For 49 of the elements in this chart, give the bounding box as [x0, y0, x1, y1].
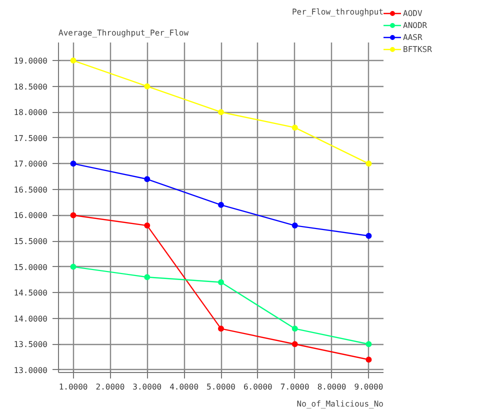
point: [366, 356, 372, 363]
point: [70, 160, 76, 167]
x-tick-label: 5.0000: [206, 382, 236, 392]
legend-label: AASR: [403, 32, 423, 42]
y-tick-label: 13.0000: [14, 366, 48, 375]
y-tick-label: 17.5000: [14, 134, 48, 143]
x-axis-title: No_of_Malicious_No: [296, 400, 384, 408]
x-tick-label: 8.0000: [317, 382, 346, 392]
y-tick-label: 16.0000: [14, 211, 48, 220]
legend-label: AODV: [403, 8, 423, 18]
point: [218, 202, 224, 208]
y-tick-label: 19.0000: [14, 56, 48, 66]
y-tick-label: 13.5000: [14, 340, 48, 350]
y-tick-label: 17.0000: [14, 160, 48, 169]
point: [292, 124, 298, 131]
point: [144, 83, 150, 90]
y-tick-label: 18.5000: [14, 82, 48, 92]
point: [218, 326, 224, 332]
point: [218, 109, 224, 116]
y-tick-label: 14.5000: [14, 288, 48, 298]
x-tick-label: 9.0000: [354, 382, 384, 392]
point: [144, 274, 150, 280]
x-tick-label: 7.0000: [280, 382, 310, 392]
point: [366, 232, 372, 239]
point: [70, 212, 76, 218]
chart-title: Per_Flow_throughput: [292, 8, 384, 16]
x-tick-label: 3.0000: [132, 382, 162, 392]
point: [70, 58, 76, 64]
point: [144, 222, 150, 229]
point: [218, 279, 224, 286]
point: [292, 222, 298, 229]
y-tick-label: 14.0000: [14, 314, 48, 324]
point: [144, 176, 150, 182]
point: [292, 341, 298, 348]
point: [292, 326, 298, 332]
y-tick-label: 16.5000: [14, 185, 48, 194]
y-axis-title: Average_Throughput_Per_Flow: [58, 28, 189, 38]
x-tick-label: 1.0000: [58, 382, 88, 392]
y-tick-label: 18.0000: [14, 108, 48, 118]
legend-label: ANODR: [403, 20, 428, 30]
x-tick-label: 2.0000: [96, 382, 125, 392]
y-tick-label: 15.0000: [14, 262, 48, 272]
y-tick-label: 15.5000: [14, 237, 48, 246]
legend-label: BFTKSR: [403, 44, 432, 54]
x-tick-label: 6.0000: [243, 382, 273, 392]
point: [70, 264, 76, 270]
point: [366, 341, 372, 348]
point: [366, 160, 372, 167]
x-tick-label: 4.0000: [170, 382, 199, 392]
